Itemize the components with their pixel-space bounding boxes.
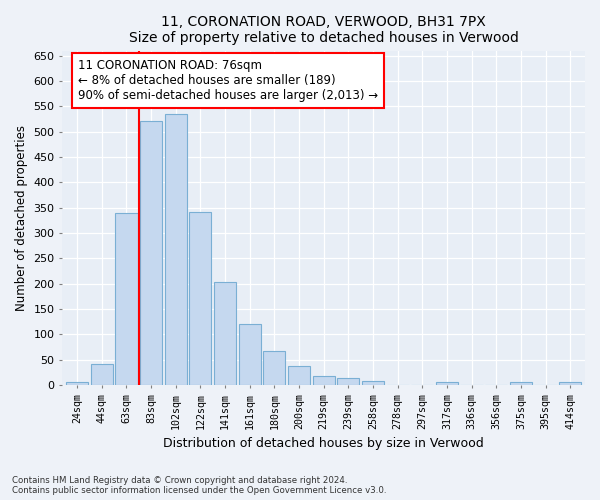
Bar [214,282,236,385]
Bar [189,212,211,385]
Bar [115,212,137,385]
Text: Contains HM Land Registry data © Crown copyright and database right 2024.
Contai: Contains HM Land Registry data © Crown c… [12,476,386,495]
Bar [313,376,335,385]
Y-axis label: Number of detached properties: Number of detached properties [15,125,28,311]
Bar [164,114,187,385]
Title: 11, CORONATION ROAD, VERWOOD, BH31 7PX
Size of property relative to detached hou: 11, CORONATION ROAD, VERWOOD, BH31 7PX S… [129,15,518,45]
Bar [288,366,310,385]
Text: 11 CORONATION ROAD: 76sqm
← 8% of detached houses are smaller (189)
90% of semi-: 11 CORONATION ROAD: 76sqm ← 8% of detach… [78,59,378,102]
Bar [91,364,113,385]
Bar [66,382,88,385]
X-axis label: Distribution of detached houses by size in Verwood: Distribution of detached houses by size … [163,437,484,450]
Bar [140,122,162,385]
Bar [436,382,458,385]
Bar [239,324,261,385]
Bar [559,382,581,385]
Bar [263,351,286,385]
Bar [362,381,384,385]
Bar [510,382,532,385]
Bar [337,378,359,385]
